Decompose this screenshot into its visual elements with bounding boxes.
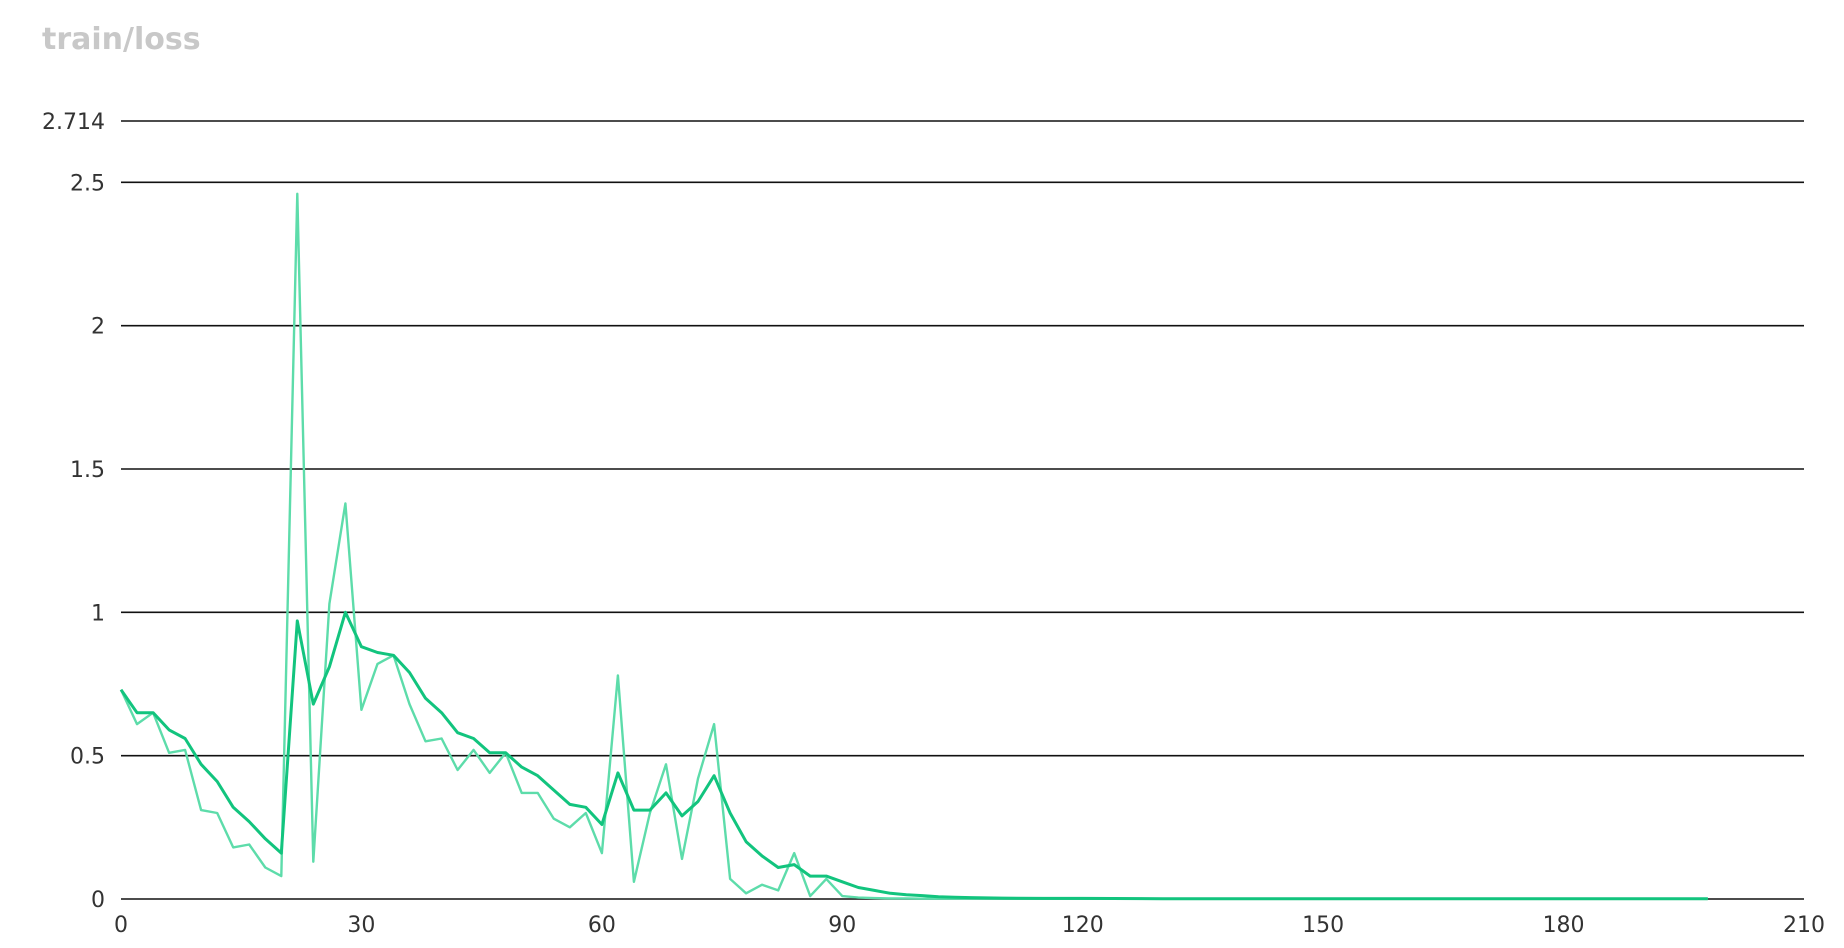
x-tick-label: 60 — [588, 913, 616, 938]
gridlines — [121, 120, 1804, 900]
y-tick-label: 2 — [91, 315, 105, 340]
x-tick-label: 150 — [1302, 913, 1344, 938]
y-tick-label: 1.5 — [70, 458, 105, 483]
y-axis-ticks: 0 0.5 1 1.5 2 2.5 2.714 — [42, 110, 105, 913]
y-tick-label: 0 — [91, 888, 105, 913]
smoothed-loss-line — [119, 610, 1708, 901]
x-tick-label: 180 — [1543, 913, 1585, 938]
raw-loss-line — [119, 192, 1708, 900]
x-tick-label: 30 — [347, 913, 375, 938]
y-tick-label: 1 — [91, 601, 105, 626]
y-tick-label: 2.714 — [42, 110, 105, 135]
y-tick-label: 2.5 — [70, 171, 105, 196]
x-tick-label: 210 — [1783, 913, 1825, 938]
series-lines — [119, 192, 1708, 901]
x-tick-label: 90 — [828, 913, 856, 938]
x-tick-label: 0 — [114, 913, 128, 938]
x-tick-label: 120 — [1062, 913, 1104, 938]
x-axis-ticks: 0 30 60 90 120 150 180 210 — [114, 913, 1825, 938]
chart-title: train/loss — [42, 22, 201, 57]
y-tick-label: 0.5 — [70, 745, 105, 770]
